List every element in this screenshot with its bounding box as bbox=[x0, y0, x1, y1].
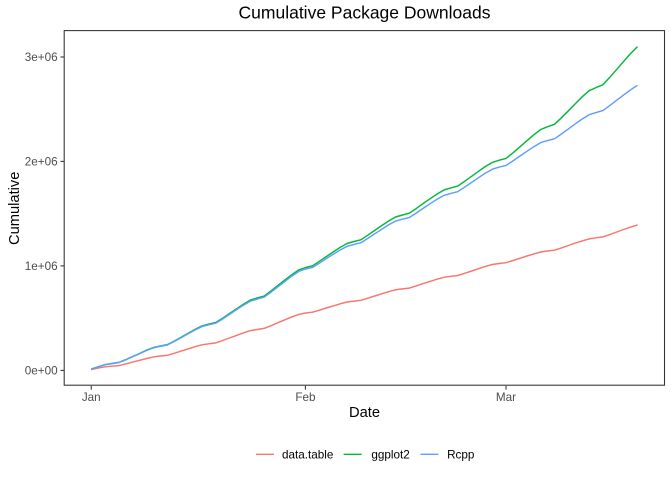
svg-text:1e+06: 1e+06 bbox=[25, 260, 58, 273]
svg-text:Feb: Feb bbox=[295, 391, 316, 404]
svg-text:Cumulative: Cumulative bbox=[7, 172, 23, 245]
svg-text:ggplot2: ggplot2 bbox=[371, 449, 409, 462]
svg-text:Cumulative Package Downloads: Cumulative Package Downloads bbox=[239, 3, 491, 23]
svg-text:data.table: data.table bbox=[282, 449, 333, 462]
svg-text:3e+06: 3e+06 bbox=[25, 51, 58, 64]
svg-text:0e+00: 0e+00 bbox=[25, 365, 58, 378]
svg-text:2e+06: 2e+06 bbox=[25, 156, 58, 169]
svg-text:Rcpp: Rcpp bbox=[447, 449, 475, 462]
svg-text:Date: Date bbox=[349, 405, 380, 421]
svg-text:Mar: Mar bbox=[496, 391, 516, 404]
svg-text:Jan: Jan bbox=[82, 391, 101, 404]
